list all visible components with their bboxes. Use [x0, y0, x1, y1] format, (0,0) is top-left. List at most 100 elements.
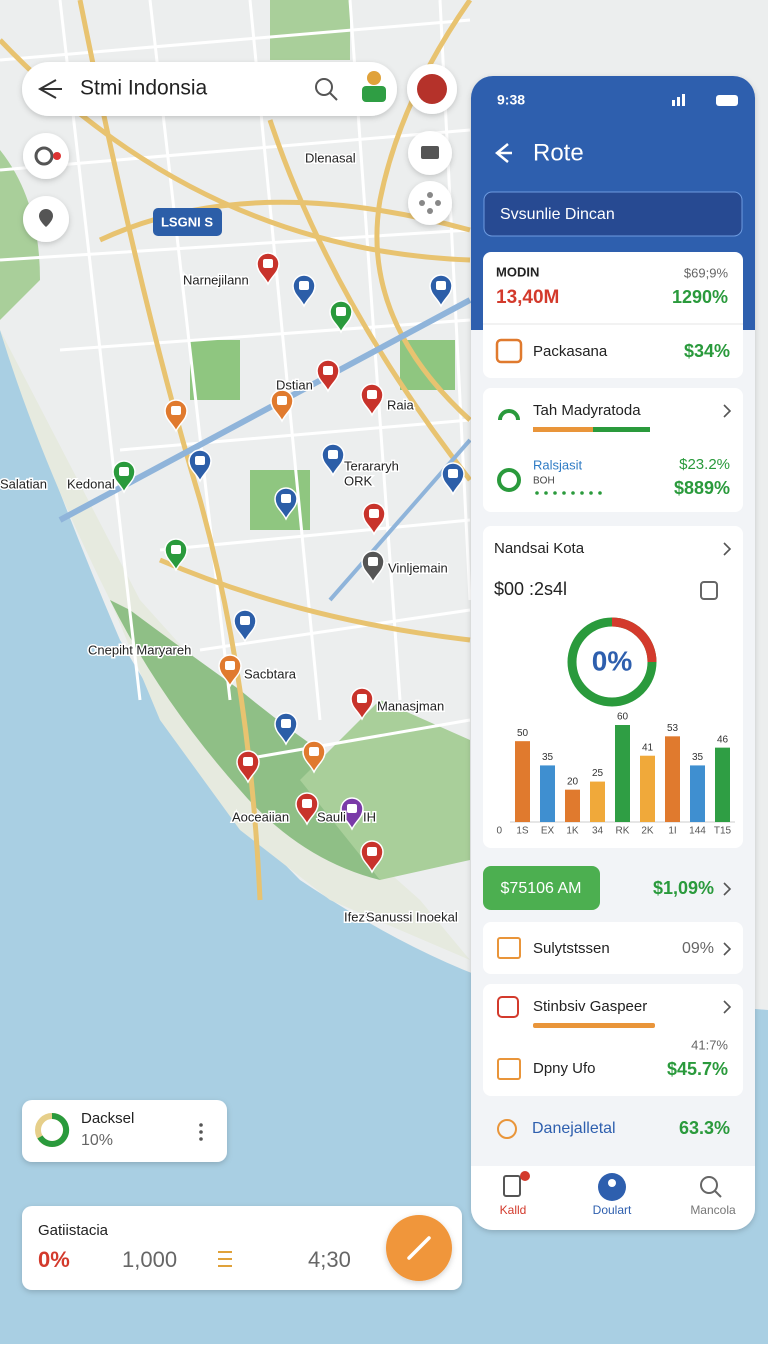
bottom-card-title: Gatiistacia: [38, 1222, 109, 1239]
map-pin[interactable]: [164, 399, 188, 433]
map-pin-icon: [369, 509, 379, 518]
map-pin-icon: [302, 799, 312, 808]
map-pin[interactable]: [188, 449, 212, 483]
map-label: Salatian: [0, 476, 47, 491]
detail-item: Dpny Ufo: [533, 1060, 596, 1077]
map-pin[interactable]: [360, 383, 384, 417]
gauge-value: 0%: [592, 645, 633, 676]
map-pin[interactable]: [361, 550, 385, 584]
action-button-label[interactable]: $75106 AM: [501, 880, 582, 897]
search-bar[interactable]: [22, 62, 397, 116]
map-pin-icon: [263, 259, 273, 268]
map-label: Dlenasal: [305, 150, 356, 165]
summary-label: MODIN: [496, 264, 539, 279]
map-pin-icon: [225, 661, 235, 670]
map-badge: LSGNI S: [161, 214, 213, 229]
search-query[interactable]: Stmi Indonsia: [80, 77, 208, 100]
route-card[interactable]: [483, 388, 743, 512]
list-value: 09%: [682, 940, 714, 957]
map-pin[interactable]: [295, 792, 319, 826]
map-pin[interactable]: [236, 750, 260, 784]
map-pin[interactable]: [256, 252, 280, 286]
map-pin-icon: [299, 281, 309, 290]
map-pin-icon: [436, 281, 446, 290]
map-pin[interactable]: [233, 609, 257, 643]
map-pin[interactable]: [329, 300, 353, 334]
map-label: Vinljemain: [388, 560, 448, 575]
bottom-card[interactable]: [22, 1206, 462, 1290]
action-button[interactable]: [483, 866, 600, 910]
list-label: Sulytstssen: [533, 940, 610, 957]
map-pin-icon: [448, 469, 458, 478]
map-pin[interactable]: [302, 740, 326, 774]
detail-value: $45.7%: [667, 1059, 728, 1079]
search-icon[interactable]: [315, 78, 333, 96]
map-badge-bg: [153, 208, 222, 236]
map-pin-icon: [277, 396, 287, 405]
map-pin[interactable]: [270, 389, 294, 423]
back-icon[interactable]: [37, 79, 62, 99]
summary-item: Packasana: [533, 343, 608, 360]
map-pin[interactable]: [321, 443, 345, 477]
overview-amount: $00 :2s4l: [494, 579, 567, 599]
nav-item[interactable]: Kalld: [500, 1203, 527, 1217]
footer-item-value: 63.3%: [679, 1118, 730, 1138]
map-pin-icon: [309, 747, 319, 756]
map-pin-icon: [323, 366, 333, 375]
map-pin[interactable]: [441, 462, 465, 496]
map-pin[interactable]: [429, 274, 453, 308]
map-pin-icon: [357, 694, 367, 703]
map-pin-icon: [195, 456, 205, 465]
map-label: Raia: [387, 397, 415, 412]
small-card[interactable]: [22, 1100, 227, 1162]
nav-item[interactable]: Mancola: [690, 1203, 736, 1217]
bar: [515, 741, 530, 822]
bottom-stat: 0%: [38, 1247, 70, 1272]
bar: [565, 789, 580, 822]
map-pin-icon: [243, 757, 253, 766]
map-pin[interactable]: [316, 359, 340, 393]
map-pin[interactable]: [360, 840, 384, 874]
map-pin[interactable]: [362, 502, 386, 536]
x-tick-label: EX: [541, 826, 555, 837]
map-pin[interactable]: [112, 460, 136, 494]
map-pin[interactable]: [164, 538, 188, 572]
bar: [615, 725, 630, 822]
status-time: 9:38: [497, 92, 525, 108]
map-pin[interactable]: [350, 687, 374, 721]
map-pin-icon: [328, 450, 338, 459]
map-label: Terararyh: [344, 458, 399, 473]
panel-back[interactable]: [495, 143, 512, 163]
bar: [540, 765, 555, 822]
summary-card[interactable]: [483, 252, 743, 378]
map-label: Manasjman: [377, 698, 444, 713]
map-label: Kedonal: [67, 476, 115, 491]
x-tick-label: 34: [592, 826, 604, 837]
route-name: Ralsjasit: [533, 457, 583, 472]
map-label: IH: [363, 809, 376, 824]
panel-search[interactable]: [483, 191, 743, 237]
x-tick-label: 144: [689, 826, 706, 837]
bar-label: 41: [642, 742, 654, 753]
list-row[interactable]: [483, 922, 743, 974]
nav-item[interactable]: Doulart: [593, 1203, 632, 1217]
summary-change: 1290%: [672, 287, 728, 307]
map-pin-icon: [336, 307, 346, 316]
map-pin[interactable]: [340, 797, 364, 831]
x-tick-label: 1I: [668, 826, 676, 837]
map-pin[interactable]: [274, 712, 298, 746]
map-label: Sacbtara: [244, 666, 297, 681]
map-buttons[interactable]: [23, 64, 457, 242]
panel-search-text[interactable]: Svsunlie Dincan: [500, 206, 615, 223]
x-tick-label: RK: [616, 826, 630, 837]
map-pin-icon: [240, 616, 250, 625]
map-pin[interactable]: [218, 654, 242, 688]
map-pin-icon: [171, 406, 181, 415]
map-pin[interactable]: [274, 487, 298, 521]
summary-sub: $69;9%: [684, 265, 729, 280]
bar-label: 35: [692, 752, 704, 763]
avatar-icon[interactable]: [362, 86, 386, 102]
map-pin[interactable]: [292, 274, 316, 308]
detail-card[interactable]: [483, 984, 743, 1096]
